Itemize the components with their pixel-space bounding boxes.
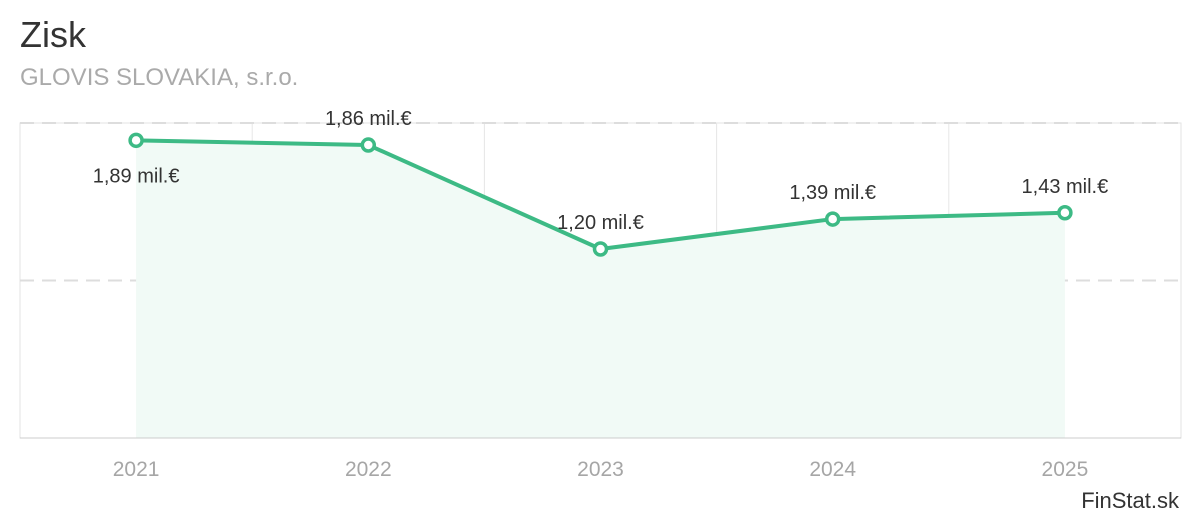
- chart-subtitle: GLOVIS SLOVAKIA, s.r.o.: [20, 64, 299, 91]
- data-label-2024: 1,39 mil.€: [789, 182, 876, 204]
- area-fill: [136, 140, 1065, 438]
- data-point-2024[interactable]: [824, 211, 841, 227]
- data-point-2023[interactable]: [592, 241, 609, 257]
- x-tick-label: 2021: [113, 458, 160, 481]
- data-point-2021[interactable]: [128, 132, 144, 149]
- x-tick-label: 2022: [345, 458, 392, 481]
- x-tick-label: 2025: [1042, 458, 1089, 481]
- data-label-2022: 1,86 mil.€: [325, 108, 412, 130]
- data-label-2023: 1,20 mil.€: [557, 212, 644, 234]
- x-axis-ticks: 2021 2022 2023 2024 2025: [113, 458, 1089, 481]
- chart-title: Zisk: [20, 14, 86, 55]
- data-label-2025: 1,43 mil.€: [1022, 176, 1109, 198]
- data-points: [128, 132, 1073, 257]
- data-point-2022[interactable]: [360, 137, 377, 153]
- x-tick-label: 2023: [577, 458, 624, 481]
- data-point-2025[interactable]: [1057, 205, 1073, 221]
- x-tick-label: 2024: [809, 458, 856, 481]
- data-label-2021: 1,89 mil.€: [93, 165, 180, 187]
- finstat-credit[interactable]: FinStat.sk: [1081, 488, 1179, 513]
- data-labels: 1,89 mil.€ 1,86 mil.€ 1,20 mil.€ 1,39 mil.€…: [93, 108, 1109, 234]
